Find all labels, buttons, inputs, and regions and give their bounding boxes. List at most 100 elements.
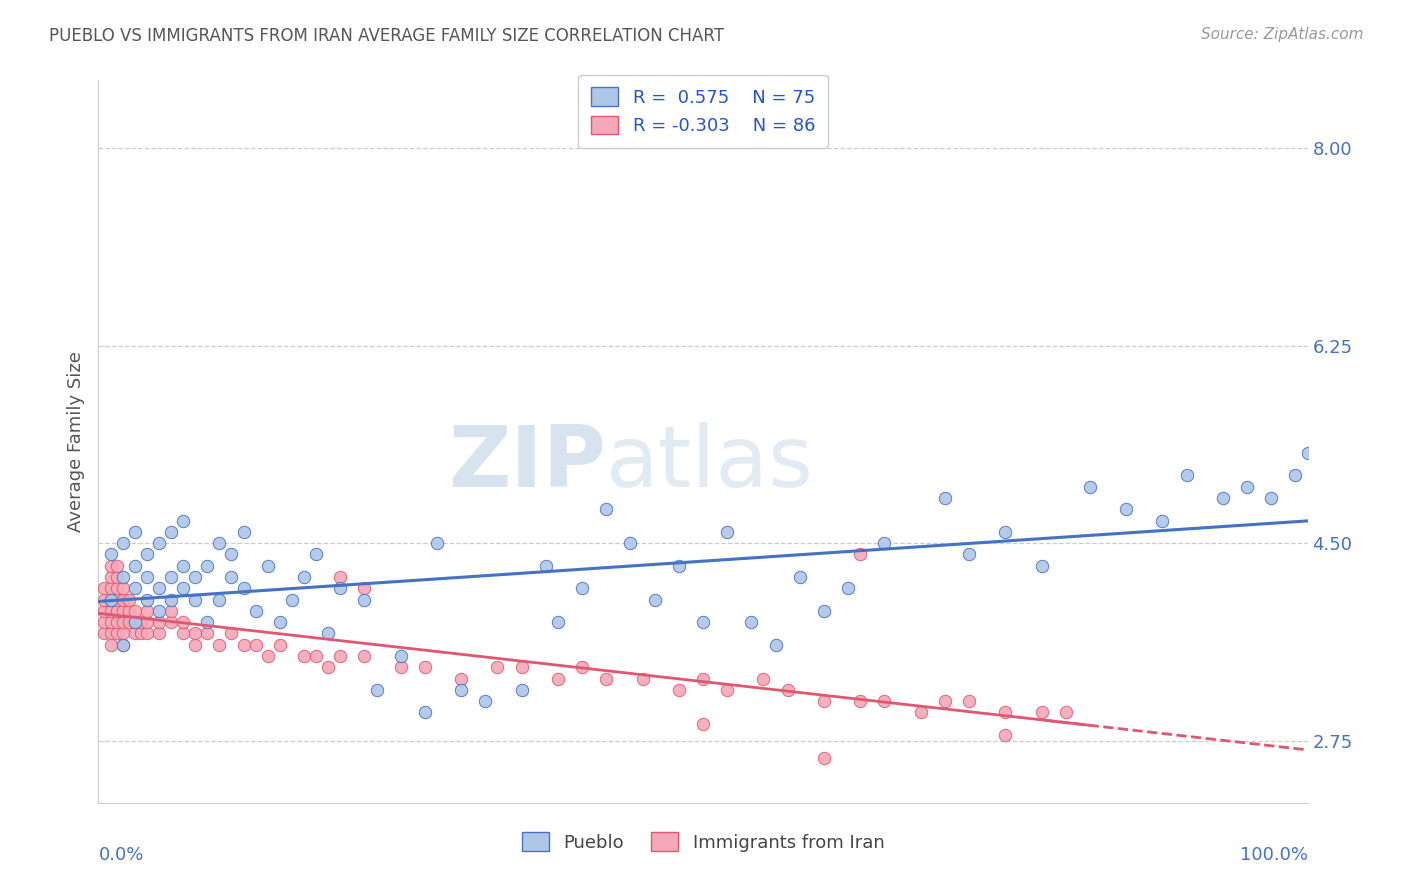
Point [668,682,690,697]
Point [232,638,254,652]
Point [534,558,557,573]
Point [329,570,352,584]
Point [111,570,134,584]
Point [118,615,141,630]
Point [100,604,122,618]
Text: 100.0%: 100.0% [1240,847,1308,864]
Point [305,548,328,562]
Point [148,536,170,550]
Point [486,660,509,674]
Point [129,615,152,630]
Point [172,514,194,528]
Point [353,592,375,607]
Point [292,570,315,584]
Point [1152,514,1174,528]
Point [184,570,207,584]
Point [305,648,328,663]
Point [281,592,304,607]
Point [100,592,122,607]
Point [329,582,352,596]
Point [100,592,122,607]
Point [1078,480,1101,494]
Point [124,582,146,596]
Point [316,626,339,640]
Point [849,548,872,562]
Point [124,615,146,630]
Point [100,626,122,640]
Text: Source: ZipAtlas.com: Source: ZipAtlas.com [1201,27,1364,42]
Y-axis label: Average Family Size: Average Family Size [66,351,84,532]
Point [172,558,194,573]
Point [160,615,183,630]
Point [148,615,170,630]
Point [789,570,811,584]
Point [692,672,714,686]
Point [160,592,183,607]
Point [221,570,243,584]
Point [93,592,115,607]
Point [208,592,231,607]
Point [1054,706,1077,720]
Point [245,638,267,652]
Point [118,592,141,607]
Point [752,672,775,686]
Point [93,582,115,596]
Point [692,615,714,630]
Point [813,604,835,618]
Point [595,672,617,686]
Point [135,592,157,607]
Point [118,604,141,618]
Point [716,524,738,539]
Point [1031,558,1053,573]
Point [765,638,787,652]
Point [195,558,218,573]
Point [934,694,956,708]
Point [148,582,170,596]
Point [172,615,194,630]
Text: ZIP: ZIP [449,422,606,505]
Point [619,536,641,550]
Point [221,626,243,640]
Point [813,750,835,764]
Point [413,660,436,674]
Point [716,682,738,697]
Point [595,502,617,516]
Text: atlas: atlas [606,422,814,505]
Point [111,604,134,618]
Point [124,604,146,618]
Point [105,582,128,596]
Point [111,638,134,652]
Point [148,604,170,618]
Point [105,604,128,618]
Point [631,672,654,686]
Point [957,694,980,708]
Point [1175,468,1198,483]
Point [172,582,194,596]
Point [105,570,128,584]
Point [413,706,436,720]
Text: PUEBLO VS IMMIGRANTS FROM IRAN AVERAGE FAMILY SIZE CORRELATION CHART: PUEBLO VS IMMIGRANTS FROM IRAN AVERAGE F… [49,27,724,45]
Point [93,615,115,630]
Point [957,548,980,562]
Point [100,615,122,630]
Point [571,582,593,596]
Point [873,694,896,708]
Point [135,548,157,562]
Point [100,548,122,562]
Point [160,604,183,618]
Point [129,626,152,640]
Point [105,615,128,630]
Point [111,582,134,596]
Point [269,638,291,652]
Point [111,615,134,630]
Point [184,626,207,640]
Point [1284,468,1306,483]
Point [100,558,122,573]
Point [100,570,122,584]
Point [1212,491,1234,505]
Point [510,682,533,697]
Point [1236,480,1258,494]
Point [1031,706,1053,720]
Point [221,548,243,562]
Point [148,626,170,640]
